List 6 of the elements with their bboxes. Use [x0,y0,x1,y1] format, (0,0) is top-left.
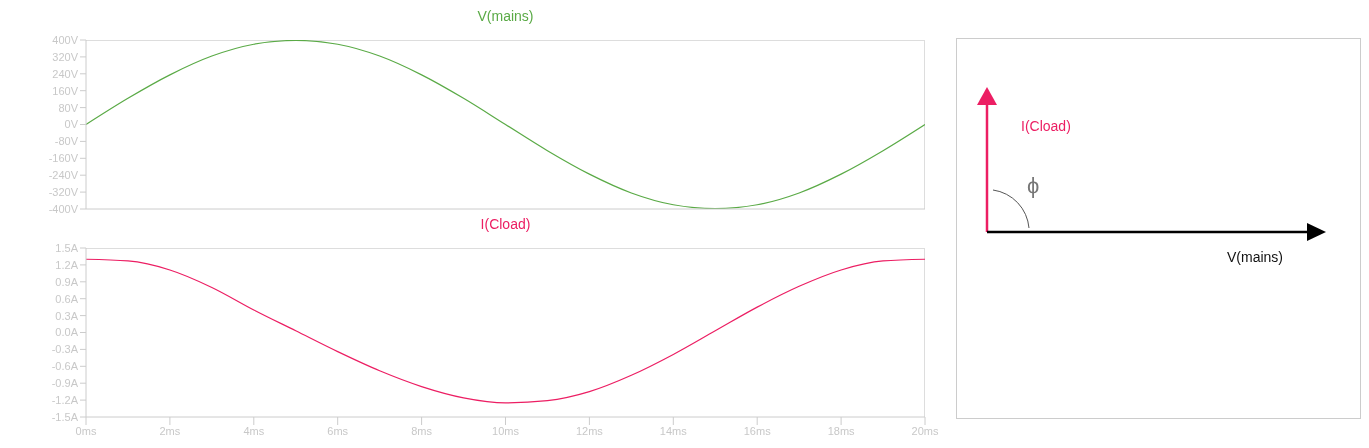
chart-title: I(Cload) [479,216,532,234]
text: ϕ [1027,173,1040,199]
text: I(Cload) [1021,118,1071,134]
line-series [86,258,925,404]
text: V(mains) [1227,249,1284,265]
chart-title: V(mains) [476,8,535,26]
